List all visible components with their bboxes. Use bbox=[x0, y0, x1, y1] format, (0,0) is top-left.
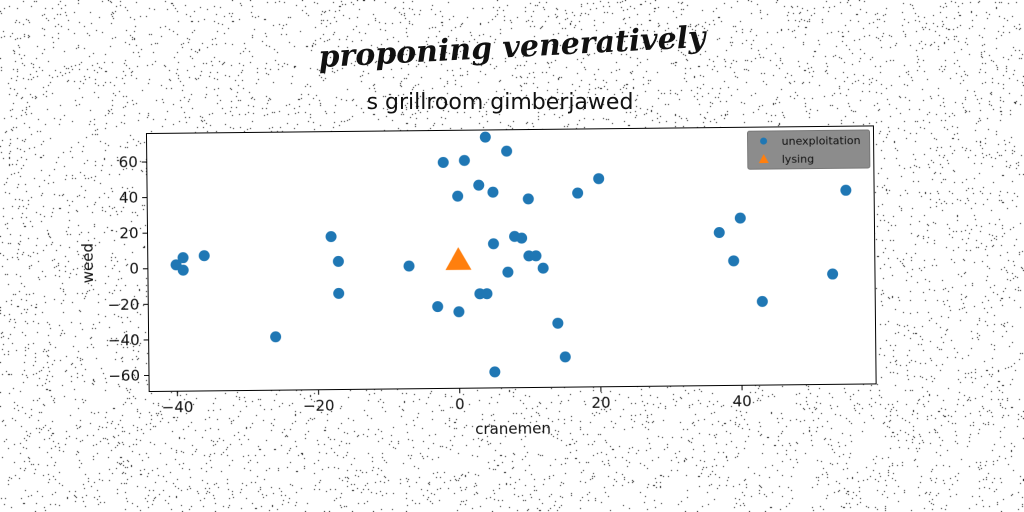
data-point-triangle bbox=[445, 247, 472, 271]
data-point bbox=[332, 255, 344, 267]
data-point bbox=[432, 301, 444, 313]
data-point bbox=[479, 131, 491, 143]
data-point bbox=[333, 287, 345, 299]
data-point bbox=[270, 331, 282, 343]
data-point bbox=[458, 154, 470, 166]
data-point bbox=[473, 179, 485, 191]
data-point bbox=[537, 262, 549, 274]
data-point bbox=[452, 190, 464, 202]
y-tick-label: 40 bbox=[119, 189, 138, 207]
legend-marker-circle bbox=[760, 137, 768, 145]
data-point bbox=[728, 255, 740, 267]
data-point bbox=[489, 366, 501, 378]
data-point bbox=[481, 288, 493, 300]
legend-marker-triangle bbox=[758, 154, 769, 164]
x-axis-ticks: −40 −20 0 20 40 bbox=[162, 385, 752, 416]
data-point bbox=[522, 193, 534, 205]
y-tick-label: −60 bbox=[108, 367, 140, 385]
data-point bbox=[840, 184, 852, 196]
data-points bbox=[170, 131, 852, 378]
x-tick-label: 20 bbox=[591, 394, 610, 412]
chart-container: −40 −20 0 20 40 −60 −40 −20 0 20 40 60 cranemen we… bbox=[68, 114, 901, 443]
x-tick-label: −20 bbox=[303, 397, 335, 415]
x-tick-label: 40 bbox=[733, 392, 752, 410]
y-tick-label: 0 bbox=[129, 260, 139, 278]
x-tick-label: −40 bbox=[162, 398, 194, 416]
scatter-chart: −40 −20 0 20 40 −60 −40 −20 0 20 40 60 cranemen we… bbox=[79, 125, 877, 438]
data-point bbox=[552, 317, 564, 329]
legend-label: unexploitation bbox=[782, 134, 861, 148]
data-point bbox=[530, 250, 542, 262]
data-point bbox=[516, 232, 528, 244]
data-point bbox=[453, 306, 465, 318]
y-axis-label: weed bbox=[79, 243, 97, 283]
data-point bbox=[177, 264, 189, 276]
data-point bbox=[501, 145, 513, 157]
legend: unexploitation lysing bbox=[746, 129, 871, 170]
y-tick-label: 60 bbox=[119, 153, 138, 171]
plot-area-frame bbox=[145, 125, 877, 393]
data-point bbox=[403, 260, 415, 272]
legend-label: lysing bbox=[782, 153, 814, 166]
data-point bbox=[559, 351, 571, 363]
data-point bbox=[487, 238, 499, 250]
data-point bbox=[756, 295, 768, 307]
data-point bbox=[572, 187, 584, 199]
data-point bbox=[487, 186, 499, 198]
data-point bbox=[734, 212, 746, 224]
y-tick-label: −20 bbox=[108, 295, 140, 313]
x-axis-label: cranemen bbox=[475, 419, 551, 438]
data-point bbox=[177, 252, 189, 264]
y-tick-label: 20 bbox=[119, 224, 138, 242]
data-point bbox=[502, 266, 514, 278]
data-point bbox=[827, 268, 839, 280]
data-point bbox=[593, 173, 605, 185]
y-axis-ticks: −60 −40 −20 0 20 40 60 bbox=[108, 153, 150, 385]
y-tick-label: −40 bbox=[108, 331, 140, 349]
legend-box bbox=[746, 129, 871, 170]
data-point bbox=[437, 156, 449, 168]
x-tick-label: 0 bbox=[455, 395, 465, 413]
data-point bbox=[198, 250, 210, 262]
chart-title: s grillroom gimberjawed bbox=[366, 90, 634, 115]
data-point bbox=[325, 231, 337, 243]
data-point bbox=[713, 227, 725, 239]
